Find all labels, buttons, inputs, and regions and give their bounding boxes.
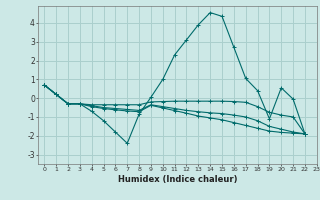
X-axis label: Humidex (Indice chaleur): Humidex (Indice chaleur) xyxy=(118,175,237,184)
